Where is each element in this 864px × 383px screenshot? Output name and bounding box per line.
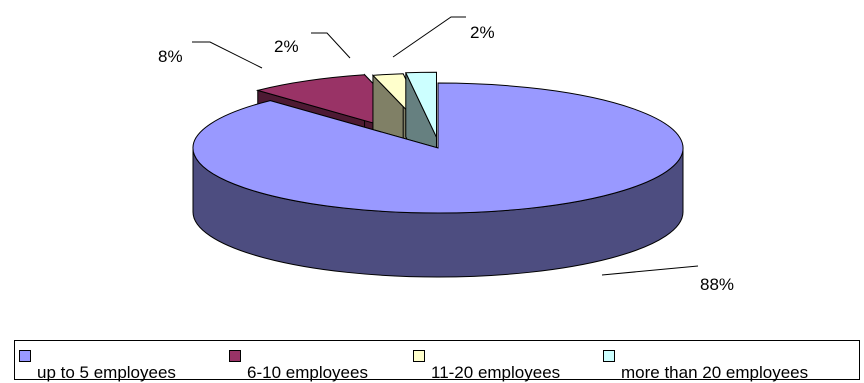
data-label-6-10: 8% (158, 47, 183, 66)
legend-swatch (413, 350, 425, 362)
legend-swatch (603, 350, 615, 362)
legend-label: 11-20 employees (431, 363, 561, 382)
pie-chart: 88% 8% 2% 2% (158, 16, 734, 294)
legend-swatch (229, 350, 241, 362)
legend-label: 6-10 employees (247, 363, 368, 382)
pie-slices (192, 71, 684, 278)
legend: up to 5 employees 6-10 employees 11-20 e… (14, 340, 860, 382)
data-label-up-to-5: 88% (700, 275, 734, 294)
pie-slice-up-to-5 (192, 82, 684, 214)
leader-line-2b (392, 16, 466, 58)
data-label-11-20: 2% (274, 37, 299, 56)
leader-lines (192, 16, 699, 276)
legend-label: up to 5 employees (37, 363, 176, 382)
leader-line-8 (192, 41, 263, 69)
leader-line-2a (311, 32, 351, 59)
leader-line-88 (601, 265, 699, 276)
data-label-more-than-20: 2% (470, 23, 495, 42)
pie-slice-more-than-20 (405, 71, 437, 138)
legend-swatch (19, 350, 31, 362)
legend-label: more than 20 employees (621, 363, 809, 382)
